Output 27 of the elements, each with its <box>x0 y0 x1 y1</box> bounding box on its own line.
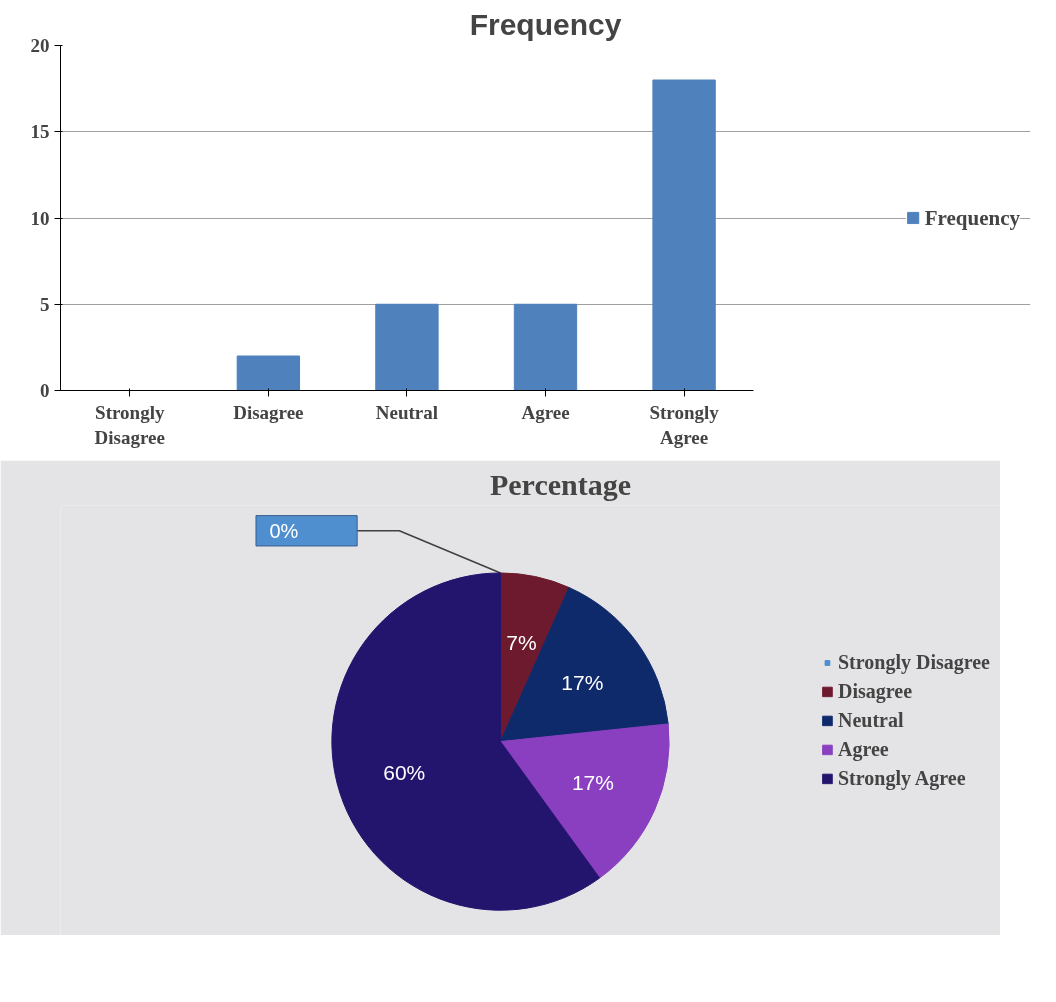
x-tick-label: Neutral <box>375 401 439 423</box>
y-tick-label: 10 <box>30 207 50 229</box>
legend-label: Frequency <box>924 205 1020 230</box>
bar <box>375 303 439 391</box>
data-label: 17% <box>571 771 614 795</box>
x-tick-label: Agree <box>521 401 570 423</box>
chart-title: Frequency <box>469 7 622 41</box>
bar <box>513 303 578 391</box>
legend-label: Strongly Agree <box>837 766 966 790</box>
text: 0% <box>269 519 299 542</box>
legend-label: Strongly Disagree <box>837 650 990 674</box>
x-tick-label: Strongly Agree <box>649 401 720 448</box>
data-label: 60% <box>383 761 426 785</box>
y-tick-label: 20 <box>30 35 50 56</box>
y-tick-label: 5 <box>40 293 50 315</box>
bar <box>652 79 716 391</box>
x-tick-label: Strongly Disagree <box>94 401 165 448</box>
legend-label: Neutral <box>837 708 904 732</box>
y-tick-label: 0 <box>40 380 50 401</box>
legend-label: Agree <box>837 737 889 761</box>
data-label: 17% <box>561 670 604 694</box>
legend-label: Disagree <box>837 679 913 703</box>
bar <box>236 355 301 391</box>
chart-title: Percentage <box>489 467 632 501</box>
data-label: 7% <box>506 631 537 655</box>
y-tick-label: 15 <box>30 121 50 143</box>
x-tick-label: Disagree <box>233 401 304 423</box>
